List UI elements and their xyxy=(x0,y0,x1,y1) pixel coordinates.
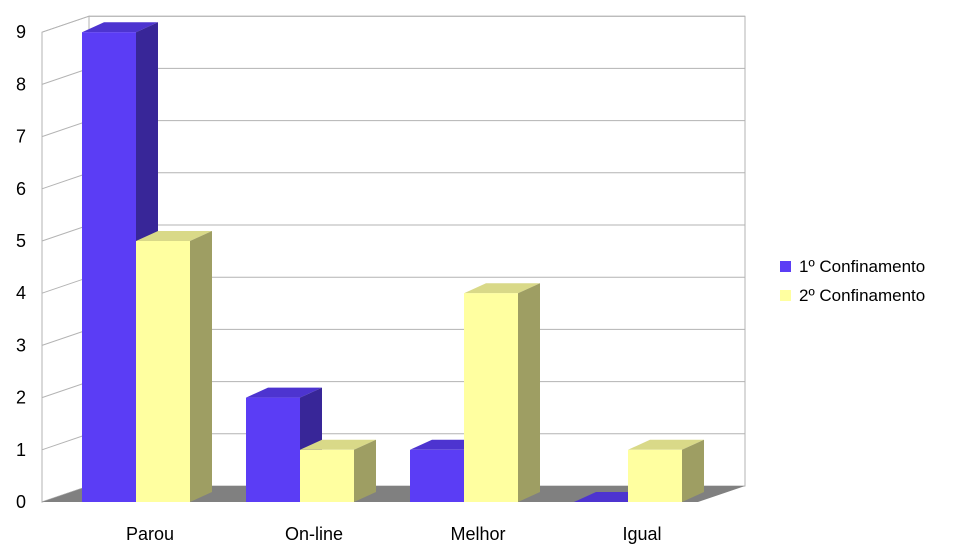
y-tick-label: 6 xyxy=(16,179,26,199)
bar-side xyxy=(190,231,212,502)
floor-plane xyxy=(42,486,745,502)
legend-item-series-1: 1º Confinamento xyxy=(780,252,925,281)
x-category-label: Parou xyxy=(126,524,174,544)
legend-swatch-series-1 xyxy=(780,261,791,272)
bar-parou-series-2 xyxy=(136,231,212,502)
bar-front xyxy=(628,449,682,502)
y-axis-ticks: 0 1 2 3 4 5 6 7 8 9 xyxy=(16,22,26,512)
y-tick-label: 0 xyxy=(16,492,26,512)
y-tick-label: 5 xyxy=(16,231,26,251)
legend: 1º Confinamento 2º Confinamento xyxy=(780,252,925,310)
legend-swatch-series-2 xyxy=(780,290,791,301)
bar-top xyxy=(136,231,212,241)
y-tick-label: 4 xyxy=(16,283,26,303)
bar-front xyxy=(410,449,464,502)
chart-floor xyxy=(42,486,745,502)
x-category-label: On-line xyxy=(285,524,343,544)
y-tick-label: 7 xyxy=(16,127,26,147)
y-tick-label: 2 xyxy=(16,388,26,408)
bar-igual-series-2 xyxy=(628,439,704,502)
y-tick-label: 9 xyxy=(16,22,26,42)
y-tick-label: 1 xyxy=(16,440,26,460)
x-category-label: Melhor xyxy=(450,524,505,544)
bar-top xyxy=(628,439,704,450)
bar-on-line-series-2 xyxy=(300,439,376,502)
bars xyxy=(82,22,704,502)
x-category-label: Igual xyxy=(622,524,661,544)
gridline xyxy=(41,15,745,33)
bar-top xyxy=(246,387,322,398)
bar-melhor-series-2 xyxy=(464,283,540,502)
bar-front xyxy=(136,241,190,502)
y-tick-label: 3 xyxy=(16,335,26,355)
bar-side xyxy=(518,283,540,502)
y-tick-label: 8 xyxy=(16,74,26,94)
bar-front xyxy=(82,32,136,502)
bar-front xyxy=(246,397,300,502)
legend-item-series-2: 2º Confinamento xyxy=(780,281,925,310)
bar-top xyxy=(464,283,540,294)
legend-label-series-1: 1º Confinamento xyxy=(799,256,926,276)
bar-front xyxy=(300,449,354,502)
x-axis-labels: Parou On-line Melhor Igual xyxy=(126,524,662,544)
bar-side xyxy=(682,439,704,502)
bar-top xyxy=(82,22,158,33)
bar-top xyxy=(300,439,376,450)
legend-label-series-2: 2º Confinamento xyxy=(799,285,926,305)
bar-side xyxy=(354,439,376,502)
bar-front xyxy=(464,293,518,502)
side-wall xyxy=(41,15,90,503)
